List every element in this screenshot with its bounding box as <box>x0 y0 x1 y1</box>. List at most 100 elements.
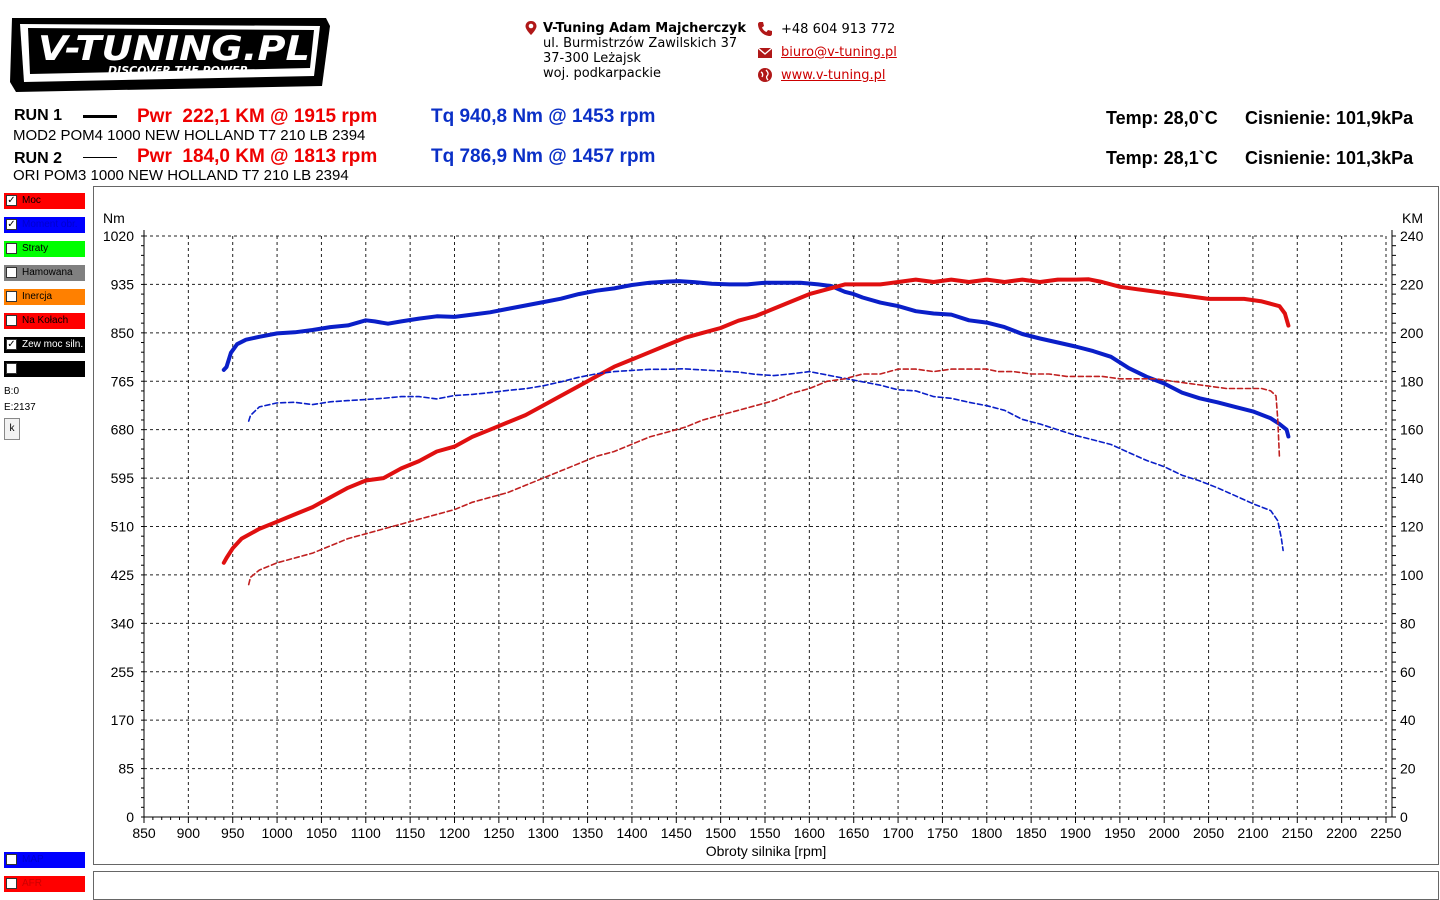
y-right-tick-label: 140 <box>1400 470 1424 486</box>
y-right-tick-label: 60 <box>1400 664 1416 680</box>
legend-label: Straty <box>22 243 49 254</box>
y-left-tick-label: 85 <box>118 761 134 777</box>
legend-toggle-4[interactable]: Inercja <box>4 289 85 305</box>
company-name: V-Tuning Adam Majcherczyk <box>543 21 747 36</box>
x-tick-label: 1350 <box>572 825 603 841</box>
checkbox-icon[interactable]: ✓ <box>6 339 17 350</box>
x-tick-label: 1300 <box>528 825 559 841</box>
legend-label: Hamowana <box>22 267 73 278</box>
x-tick-label: 2250 <box>1370 825 1401 841</box>
legend-label: Inercja <box>22 291 53 302</box>
series-run2-tq-line <box>247 367 1284 552</box>
y-right-axis-label: KM <box>1402 210 1423 226</box>
run2-label: RUN 2 <box>14 150 63 167</box>
x-tick-label: 1950 <box>1104 825 1135 841</box>
phone-icon <box>758 22 772 36</box>
y-right-tick-label: 20 <box>1400 761 1416 777</box>
x-tick-label: 2150 <box>1282 825 1313 841</box>
legend-label: Zew moc siln. <box>22 339 84 350</box>
checkbox-icon[interactable] <box>6 243 17 254</box>
checkbox-icon[interactable] <box>6 315 17 326</box>
checkbox-icon[interactable] <box>6 267 17 278</box>
e-value: E:2137 <box>4 402 36 413</box>
legend-label: MAP <box>22 854 44 865</box>
y-right-tick-label: 220 <box>1400 276 1424 292</box>
x-tick-label: 1550 <box>749 825 780 841</box>
y-left-tick-label: 935 <box>111 276 135 292</box>
checkbox-icon[interactable]: ✓ <box>6 195 17 206</box>
email-link[interactable]: biuro@v-tuning.pl <box>781 45 897 60</box>
y-left-tick-label: 340 <box>111 615 135 631</box>
street-address: ul. Burmistrzów Zawilskich 37 <box>543 36 738 51</box>
y-right-tick-label: 80 <box>1400 615 1416 631</box>
run1-power: Pwr 222,1 KM @ 1915 rpm <box>137 106 378 127</box>
legend-toggle-7[interactable] <box>4 361 85 377</box>
y-left-tick-label: 170 <box>111 712 135 728</box>
x-tick-label: 1200 <box>439 825 470 841</box>
logo-tagline: DISCOVER THE POWER <box>108 64 248 77</box>
y-left-tick-label: 680 <box>111 422 135 438</box>
logo-text: V-TUNING.PL <box>38 29 310 69</box>
x-tick-label: 1000 <box>261 825 292 841</box>
checkbox-icon[interactable] <box>6 854 17 865</box>
x-tick-label: 1500 <box>705 825 736 841</box>
run1-line-sample <box>83 115 117 118</box>
k-button[interactable]: k <box>4 418 20 440</box>
x-tick-label: 1600 <box>794 825 825 841</box>
y-right-tick-label: 180 <box>1400 373 1424 389</box>
run2-temperature: Temp: 28,1`C <box>1106 148 1218 168</box>
checkbox-icon[interactable] <box>6 878 17 889</box>
run2-description: ORI POM3 1000 NEW HOLLAND T7 210 LB 2394 <box>13 167 349 184</box>
x-tick-label: 1250 <box>483 825 514 841</box>
legend-toggle-6[interactable]: ✓ Zew moc siln. <box>4 337 85 353</box>
x-tick-label: 2100 <box>1237 825 1268 841</box>
x-tick-label: 1450 <box>661 825 692 841</box>
y-right-tick-label: 0 <box>1400 809 1408 825</box>
series-run1-pwr-line <box>221 277 1291 565</box>
checkbox-icon[interactable] <box>6 363 17 374</box>
checkbox-icon[interactable] <box>6 291 17 302</box>
x-tick-label: 950 <box>221 825 245 841</box>
y-right-tick-label: 160 <box>1400 422 1424 438</box>
legend-toggle-1[interactable]: ✓ Moment obr. <box>4 217 85 233</box>
legend-label: Na Kołach <box>22 315 69 326</box>
x-tick-label: 900 <box>177 825 201 841</box>
legend-toggle-5[interactable]: Na Kołach <box>4 313 85 329</box>
y-left-tick-label: 255 <box>111 664 135 680</box>
website-link[interactable]: www.v-tuning.pl <box>781 68 886 83</box>
x-tick-label: 1700 <box>882 825 913 841</box>
x-tick-label: 2000 <box>1149 825 1180 841</box>
email-icon <box>757 47 773 58</box>
checkbox-icon[interactable]: ✓ <box>6 219 17 230</box>
region-address: woj. podkarpackie <box>543 66 662 81</box>
run2-torque: Tq 786,9 Nm @ 1457 rpm <box>431 146 656 167</box>
bottom-legend-toggle-0[interactable]: MAP <box>4 852 85 868</box>
run2-pressure: Cisnienie: 101,3kPa <box>1245 148 1414 168</box>
legend-toggle-3[interactable]: Hamowana <box>4 265 85 281</box>
y-right-tick-label: 120 <box>1400 519 1424 535</box>
y-left-axis-label: Nm <box>103 210 125 226</box>
run1-description: MOD2 POM4 1000 NEW HOLLAND T7 210 LB 239… <box>13 127 366 144</box>
legend-label: Moc <box>22 195 41 206</box>
x-tick-label: 1750 <box>927 825 958 841</box>
legend-toggle-2[interactable]: Straty <box>4 241 85 257</box>
run2-power: Pwr 184,0 KM @ 1813 rpm <box>137 146 378 167</box>
run2-line-sample <box>83 157 117 158</box>
legend-toggle-0[interactable]: ✓ Moc <box>4 193 85 209</box>
chart-frame <box>93 186 1439 865</box>
y-left-tick-label: 1020 <box>103 228 134 244</box>
y-left-tick-label: 0 <box>126 809 134 825</box>
x-tick-label: 1050 <box>306 825 337 841</box>
y-right-tick-label: 40 <box>1400 712 1416 728</box>
x-tick-label: 1400 <box>616 825 647 841</box>
y-right-tick-label: 200 <box>1400 325 1424 341</box>
bottom-legend-toggle-1[interactable]: AFR <box>4 876 85 892</box>
y-left-tick-label: 595 <box>111 470 135 486</box>
x-tick-label: 2050 <box>1193 825 1224 841</box>
globe-icon <box>758 68 772 82</box>
y-right-tick-label: 100 <box>1400 567 1424 583</box>
run1-label: RUN 1 <box>14 107 63 124</box>
legend-label: AFR <box>22 878 42 889</box>
y-left-tick-label: 765 <box>111 373 135 389</box>
